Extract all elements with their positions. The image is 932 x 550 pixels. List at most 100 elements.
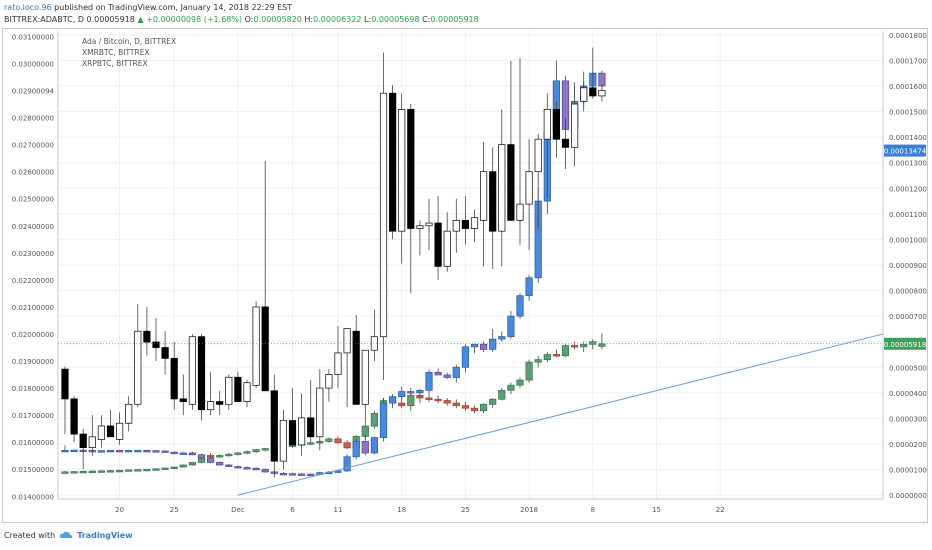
ada-candle	[70, 471, 78, 474]
xmr-candle	[479, 171, 488, 221]
xrp-candle	[598, 72, 606, 87]
xrp-candle	[261, 468, 269, 473]
xrp-candle	[206, 457, 215, 463]
ada-candle	[307, 442, 315, 445]
publish-info: published on TradingView.com, January 14…	[54, 3, 293, 12]
xmr-candle	[525, 171, 533, 205]
xrp-candle	[234, 466, 242, 469]
ada-candle	[170, 466, 178, 469]
xmr-candle	[434, 222, 442, 267]
xmr-candle	[325, 374, 333, 389]
x-axis-tick-label: 11	[334, 506, 343, 514]
xmr-candle	[352, 330, 360, 405]
right-axis-tick-label: 0.00000000	[889, 492, 927, 500]
ada-candle	[234, 452, 242, 455]
xmr-candle	[416, 225, 424, 229]
ada-candle	[179, 464, 187, 468]
x-axis-tick-label: 15	[652, 506, 661, 514]
open-label: O:	[244, 15, 254, 24]
ada-candle	[252, 449, 260, 453]
xmr-candle	[489, 171, 497, 232]
ada-candle	[261, 448, 269, 451]
xrp-candle	[425, 372, 433, 391]
xrp-candle	[461, 346, 470, 368]
x-axis-tick-label: 2018	[520, 506, 538, 514]
symbol-label: BITTREX:ADABTC, D	[4, 15, 84, 24]
xrp-candle	[516, 295, 524, 317]
xrp-candle	[470, 343, 479, 348]
author-link[interactable]: rato.loco.96	[4, 3, 52, 12]
xrp-candle	[143, 450, 151, 453]
ada-candle	[188, 462, 196, 466]
xmr-candle	[288, 420, 297, 446]
xrp-candle	[307, 473, 315, 477]
xmr-candle	[216, 401, 224, 405]
left-axis-tick-label: 0.01900000	[12, 358, 54, 366]
left-axis-tick-label: 0.01800000	[12, 385, 54, 393]
ada-candle	[407, 395, 415, 407]
xrp-candle	[70, 449, 78, 453]
xmr-candle	[598, 90, 606, 97]
ada-candle	[498, 389, 506, 400]
ada-candle	[443, 400, 451, 404]
xrp-price-tag-text: 0.00013474	[884, 148, 927, 156]
xmr-candle	[398, 109, 406, 232]
candlestick-chart[interactable]: 0.03100000 0.03000000 0.02900094 0.02800000…	[3, 29, 927, 522]
xmr-candle	[106, 425, 115, 438]
xmr-candle	[197, 336, 206, 411]
xmr-candle	[343, 328, 351, 354]
x-axis-tick-label: 8	[591, 506, 595, 514]
ada-candle	[61, 471, 69, 474]
xmr-candle	[206, 401, 215, 411]
xrp-candle	[370, 437, 379, 454]
ada-candle	[525, 361, 533, 381]
xmr-candle	[234, 376, 242, 403]
xmr-candle	[498, 144, 506, 232]
xmr-candle	[589, 87, 597, 97]
ada-candle	[325, 438, 333, 442]
xrp-candle	[197, 454, 206, 459]
ada-candle	[552, 354, 561, 357]
xrp-candle	[170, 451, 178, 455]
x-axis-tick-label: 22	[716, 506, 725, 514]
ada-candle	[216, 455, 224, 458]
low-label: L:	[364, 15, 372, 24]
x-axis-tick-label: 25	[461, 506, 470, 514]
xrp-candle	[106, 450, 115, 453]
ada-candle	[580, 343, 588, 348]
xrp-candle	[443, 374, 451, 378]
xmr-candle	[134, 330, 142, 405]
ada-candle	[479, 403, 488, 412]
legend-entry: Ada / Bitcoin, D, BITTREX	[82, 37, 176, 46]
xrp-candle	[343, 456, 351, 472]
x-axis-tick-label: Dec	[231, 506, 245, 514]
xmr-candle	[370, 336, 379, 351]
xmr-candle	[361, 349, 369, 405]
footer: Created with TradingView	[4, 530, 133, 540]
xrp-candle	[416, 389, 424, 394]
left-axis-tick-label: 0.01400000	[12, 493, 54, 501]
xmr-candle	[143, 330, 151, 343]
xrp-candle	[452, 366, 460, 378]
xrp-candle	[507, 315, 515, 338]
xmr-candle	[297, 417, 306, 446]
chart-frame: 0.03100000 0.03000000 0.02900094 0.02800000…	[2, 28, 928, 523]
xrp-candle	[116, 450, 124, 453]
left-axis-tick-label: 0.03000000	[12, 60, 54, 68]
xmr-candle	[188, 336, 196, 405]
xmr-candle	[88, 436, 96, 449]
x-axis-tick-label: 25	[170, 506, 179, 514]
xrp-candle	[379, 402, 388, 439]
xmr-candle	[571, 103, 579, 148]
xmr-candle	[388, 92, 397, 232]
xmr-candle	[552, 109, 561, 140]
tradingview-brand[interactable]: TradingView	[77, 530, 133, 540]
ada-candle	[125, 469, 133, 472]
left-axis-tick-label: 0.02400000	[12, 223, 54, 231]
